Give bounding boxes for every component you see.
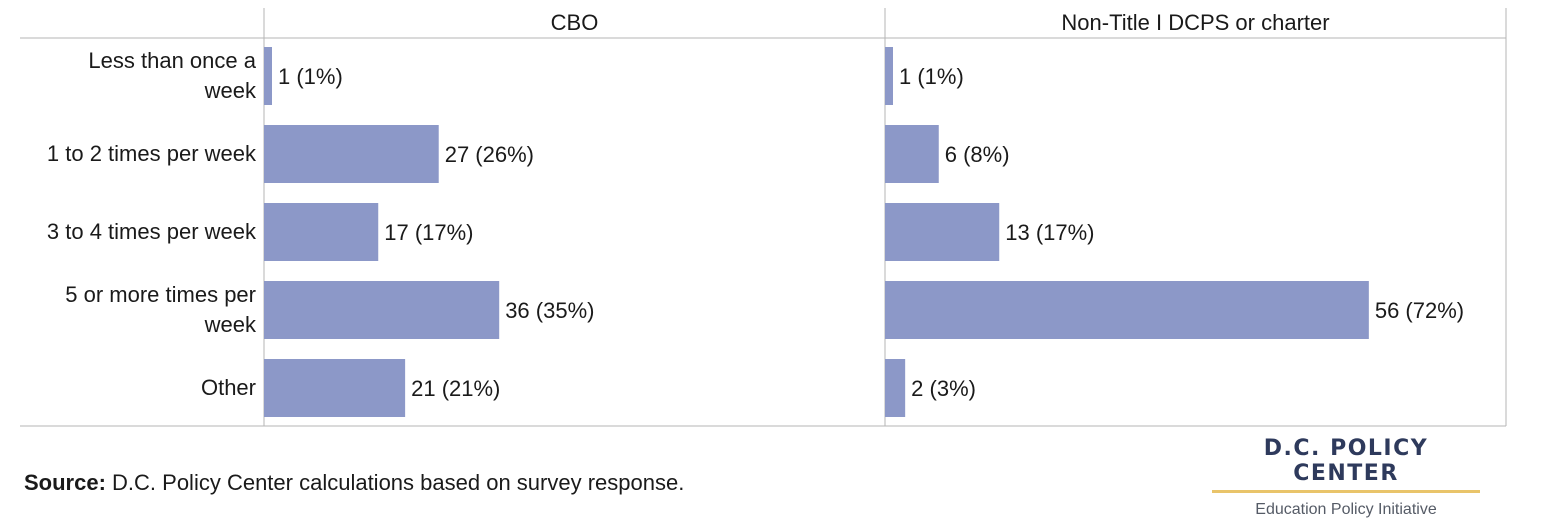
bar-0-3: [264, 281, 500, 339]
panel-title-1: Non-Title I DCPS or charter: [1061, 10, 1329, 35]
category-label-line: week: [204, 78, 256, 103]
data-label-0-4: 21 (21%): [411, 376, 500, 401]
bar-0-1: [264, 125, 439, 183]
category-label-line: 5 or more times per: [65, 282, 256, 307]
category-label-4: Other: [6, 373, 256, 403]
source-label: Source:: [24, 470, 106, 495]
category-label-0: Less than once a week: [6, 46, 256, 106]
category-label-line: Other: [200, 375, 256, 400]
data-label-0-0: 1 (1%): [278, 64, 343, 89]
logo-title: D.C. POLICY CENTER: [1263, 436, 1429, 486]
category-label-3: 5 or more times per week: [6, 280, 256, 340]
category-label-line: week: [204, 312, 256, 337]
logo-rule: [1212, 490, 1480, 493]
source-note: Source: D.C. Policy Center calculations …: [24, 470, 684, 496]
bar-0-2: [264, 203, 379, 261]
bar-0-0: [264, 47, 272, 105]
category-label-line: 3 to 4 times per week: [46, 219, 256, 244]
data-label-1-3: 56 (72%): [1375, 298, 1464, 323]
dc-policy-center-logo: D.C. POLICY CENTER Education Policy Init…: [1212, 436, 1480, 519]
data-label-1-4: 2 (3%): [911, 376, 976, 401]
data-label-0-3: 36 (35%): [505, 298, 594, 323]
bar-0-4: [264, 359, 406, 417]
bar-1-4: [885, 359, 906, 417]
data-label-0-1: 27 (26%): [445, 142, 534, 167]
chart: CBO 1 (1%) 27 (26%) 17 (17%) 36 (35%) 21 (21%…: [20, 8, 1507, 427]
data-label-1-2: 13 (17%): [1005, 220, 1094, 245]
data-label-0-2: 17 (17%): [384, 220, 473, 245]
logo-subtitle: Education Policy Initiative: [1255, 501, 1437, 518]
category-label-line: Less than once a: [88, 48, 256, 73]
panel-title-0: CBO: [551, 10, 599, 35]
data-label-1-0: 1 (1%): [899, 64, 964, 89]
bar-1-1: [885, 125, 939, 183]
category-label-line: 1 to 2 times per week: [46, 141, 256, 166]
data-label-1-1: 6 (8%): [945, 142, 1010, 167]
category-label-2: 3 to 4 times per week: [6, 217, 256, 247]
bar-1-3: [885, 281, 1369, 339]
bar-1-2: [885, 203, 1000, 261]
source-text: D.C. Policy Center calculations based on…: [105, 470, 685, 495]
category-label-1: 1 to 2 times per week: [6, 139, 256, 169]
bar-1-0: [885, 47, 893, 105]
